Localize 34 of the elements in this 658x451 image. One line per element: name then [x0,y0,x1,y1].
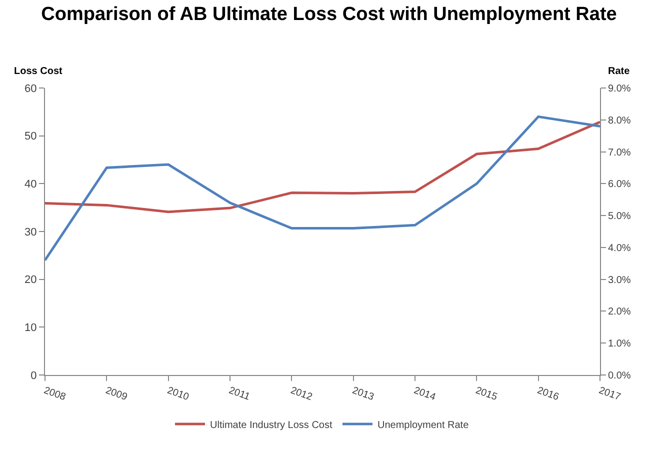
y-tick-label: 0 [30,370,37,382]
y-tick-label: 30 [24,226,37,238]
y2-tick-label: 3.0% [608,274,631,286]
x-tick-label: 2016 [536,385,561,404]
y2-tick-label: 0.0% [608,370,631,382]
x-tick-label: 2014 [412,385,438,404]
legend-label: Unemployment Rate [377,420,470,431]
x-tick-label: 2017 [597,385,622,404]
y-tick-label: 10 [24,322,37,334]
x-tick-label: 2013 [350,385,376,404]
y2-tick-label: 4.0% [608,242,631,254]
y-tick-label: 60 [24,82,37,95]
chart-title: Comparison of AB Ultimate Loss Cost with Unemployment Rate [41,4,617,26]
y-tick-label: 20 [24,274,37,286]
legend-label: Ultimate Industry Loss Cost [210,420,332,431]
y-tick-label: 40 [24,178,37,191]
x-tick-label: 2012 [288,385,314,404]
y2-tick-label: 7.0% [608,147,631,158]
x-tick-label: 2011 [227,385,252,404]
y2-tick-label: 9.0% [608,84,631,94]
y2-tick-label: 1.0% [608,338,631,350]
x-tick-label: 2010 [166,385,191,404]
y2-tick-label: 2.0% [608,306,631,318]
y2-tick-label: 6.0% [608,179,631,190]
x-tick-label: 2015 [474,385,500,404]
x-tick-label: 2009 [104,385,130,404]
y-tick-label: 50 [24,130,37,143]
y2-tick-label: 8.0% [608,115,631,126]
y-axis-title: Loss Cost [14,66,64,77]
x-tick-label: 2008 [42,385,68,404]
line-series [45,120,600,214]
line-series [45,115,600,262]
y2-axis-title: Rate [608,66,630,77]
y2-tick-label: 5.0% [608,211,631,222]
